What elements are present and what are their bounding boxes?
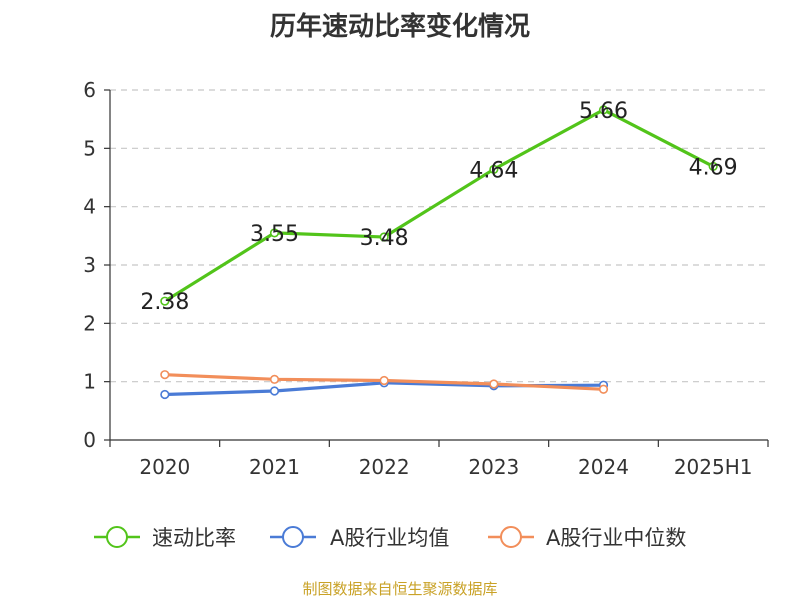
point-s2-2023 [489, 379, 499, 389]
data-label-2020: 2.38 [140, 290, 189, 315]
data-label-2024: 5.66 [579, 99, 628, 124]
point-s2-2020 [160, 370, 170, 380]
tick-labels: 0 1 2 3 4 5 6 2020 2021 2022 2023 2024 2025H1 [83, 78, 752, 479]
legend-marker-0 [106, 526, 128, 548]
y-tick-label-2: 2 [83, 311, 96, 335]
point-s2-2022 [379, 375, 389, 386]
point-s1-2020 [160, 389, 170, 400]
legend-label-0: 速动比率 [152, 526, 236, 550]
point-s1-2021 [269, 386, 280, 396]
data-label-2023: 4.64 [469, 158, 518, 183]
point-s0-2023 [489, 164, 499, 174]
point-s0-2021 [269, 228, 280, 238]
y-tick-label-0: 0 [83, 428, 96, 452]
legend-marker-1 [282, 526, 304, 548]
gridlines [110, 89, 768, 383]
point-s0-2025H1 [708, 161, 718, 172]
series-line-0 [163, 108, 714, 303]
y-tick-label-1: 1 [83, 370, 96, 394]
data-label-2022: 3.48 [360, 226, 409, 251]
y-tick-label-5: 5 [83, 136, 96, 160]
x-tick-label-2024: 2024 [578, 455, 629, 479]
data-label-2025H1: 4.69 [689, 155, 738, 180]
series-points [160, 105, 718, 400]
x-tick-label-2025H1: 2025H1 [674, 455, 753, 479]
point-s0-2024 [598, 105, 609, 115]
legend: 速动比率 A股行业均值 A股行业中位数 [94, 526, 686, 550]
point-s0-2022 [379, 232, 389, 242]
y-tick-label-6: 6 [83, 78, 96, 102]
series-lines [163, 108, 714, 397]
point-s2-2021 [269, 374, 280, 384]
axes [104, 89, 769, 447]
y-tick-label-4: 4 [83, 195, 96, 219]
point-s2-2024 [598, 384, 609, 394]
data-labels: 2.38 3.55 3.48 4.64 5.66 4.69 [140, 99, 737, 315]
chart-title: 历年速动比率变化情况 [269, 12, 530, 42]
x-tick-label-2022: 2022 [359, 455, 410, 479]
source-note: 制图数据来自恒生聚源数据库 [302, 580, 498, 598]
y-tick-label-3: 3 [83, 253, 96, 277]
x-tick-label-2021: 2021 [249, 455, 300, 479]
legend-marker-2 [500, 526, 522, 548]
data-label-2021: 3.55 [250, 222, 299, 247]
x-tick-label-2023: 2023 [468, 455, 519, 479]
x-tick-label-2020: 2020 [139, 455, 190, 479]
legend-label-1: A股行业均值 [330, 526, 449, 550]
point-s0-2020 [160, 296, 170, 306]
legend-label-2: A股行业中位数 [546, 526, 686, 550]
